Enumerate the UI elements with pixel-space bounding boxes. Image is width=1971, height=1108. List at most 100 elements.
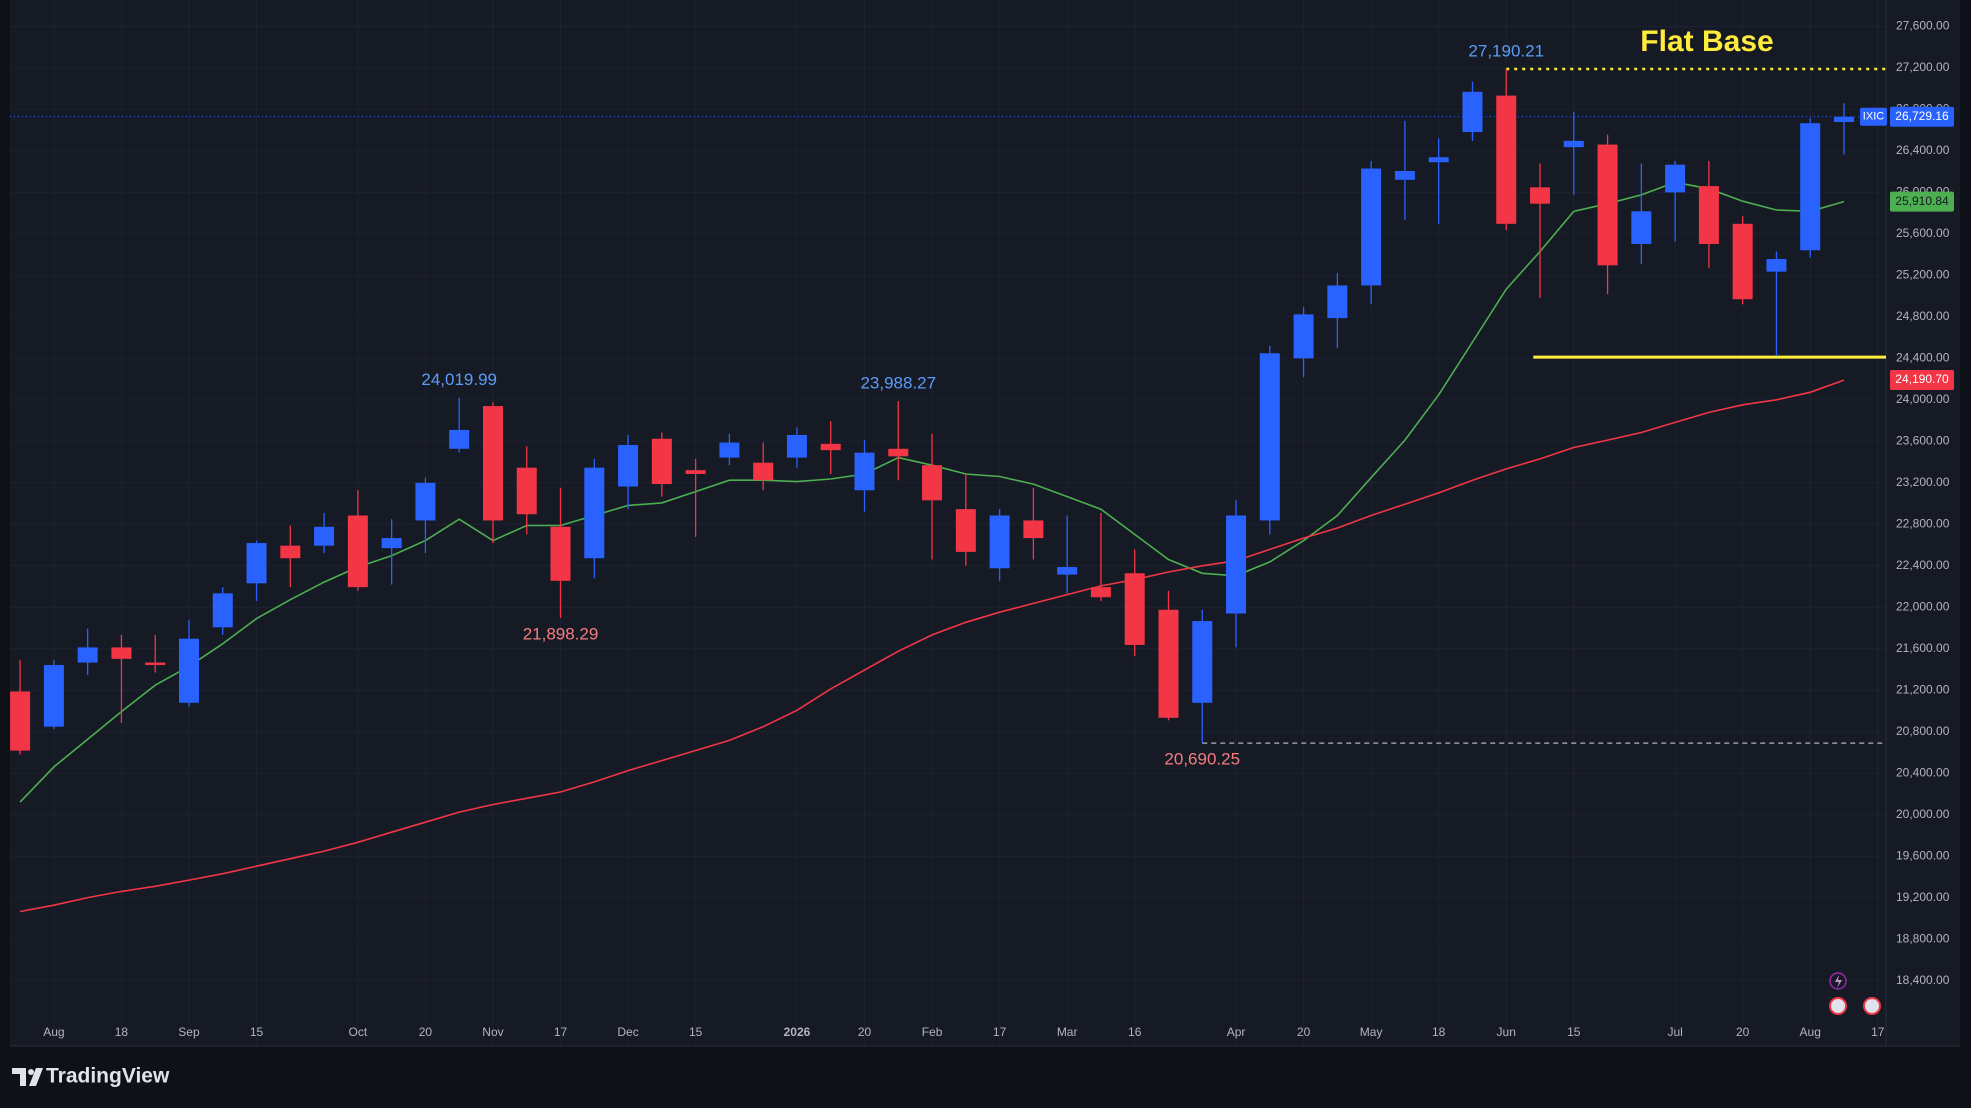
x-tick-label: May	[1360, 1025, 1383, 1039]
x-tick-label: 20	[419, 1025, 433, 1039]
candle-body	[955, 509, 976, 552]
candle-body	[1090, 587, 1111, 598]
extreme-label: 21,898.29	[523, 624, 599, 643]
x-tick-label: 15	[689, 1025, 703, 1039]
candle-body	[1394, 171, 1415, 180]
candle-body	[1800, 123, 1821, 251]
candle-body	[1259, 353, 1280, 521]
x-tick-label: Nov	[482, 1025, 503, 1039]
candle-body	[1496, 95, 1517, 224]
event-icon	[1835, 975, 1842, 988]
candle-body	[550, 526, 571, 581]
x-tick-label: 20	[858, 1025, 872, 1039]
y-tick-label: 22,000.00	[1896, 599, 1950, 613]
price-badge-label: 24,190.70	[1895, 372, 1949, 386]
candle-body	[1226, 515, 1247, 614]
candle-body	[1665, 164, 1686, 193]
y-tick-label: 18,400.00	[1896, 973, 1950, 987]
extreme-label: 23,988.27	[860, 374, 936, 393]
x-tick-label: Aug	[1800, 1025, 1821, 1039]
annotation: Flat Base	[1640, 25, 1773, 58]
x-tick-label: 17	[1871, 1025, 1885, 1039]
x-tick-label: Feb	[922, 1025, 943, 1039]
candle-body	[77, 647, 98, 663]
candle-body	[820, 443, 841, 451]
candle-body	[1462, 91, 1483, 133]
candle-body	[449, 429, 470, 449]
x-tick-label: 15	[1567, 1025, 1581, 1039]
x-tick-label: Mar	[1057, 1025, 1078, 1039]
candle-body	[280, 545, 301, 559]
x-tick-label: 20	[1297, 1025, 1311, 1039]
moving-average	[19, 379, 1845, 913]
candle-body	[1192, 621, 1213, 703]
candle-body	[888, 448, 909, 457]
price-badge	[1890, 370, 1954, 391]
x-tick-label: 17	[554, 1025, 568, 1039]
candle-body	[1023, 520, 1044, 539]
candle-body	[482, 406, 503, 521]
x-tick-label: 17	[993, 1025, 1007, 1039]
candle-body	[43, 665, 64, 727]
candle-body	[1361, 168, 1382, 286]
x-tick-label: 20	[1736, 1025, 1750, 1039]
candle-body	[1597, 144, 1618, 266]
x-tick-label: 15	[250, 1025, 264, 1039]
plot: 24,019.99 21,898.29 23,988.27 20,690.25 27,1…	[10, 41, 1886, 913]
logo-mark	[12, 1068, 26, 1086]
y-tick-label: 25,600.00	[1896, 226, 1950, 240]
logo: TradingView	[12, 1065, 170, 1088]
x-tick-label: Jun	[1497, 1025, 1516, 1039]
symbol-badge	[1860, 107, 1887, 126]
candle-body	[10, 691, 31, 751]
candle-body	[1530, 187, 1551, 204]
price-badge	[1890, 191, 1954, 212]
extreme-label: 20,690.25	[1164, 750, 1240, 769]
plot-background	[10, 0, 1960, 1046]
y-tick-label: 20,000.00	[1896, 807, 1950, 821]
candle-body	[111, 647, 132, 659]
y-tick-label: 27,600.00	[1896, 19, 1950, 33]
x-tick-label: Jul	[1667, 1025, 1682, 1039]
y-tick-label: 22,400.00	[1896, 558, 1950, 572]
y-tick-label: 23,600.00	[1896, 433, 1950, 447]
candle-body	[516, 467, 537, 515]
candle-body	[786, 434, 807, 458]
candle-body	[145, 662, 166, 666]
candle-body	[922, 465, 943, 501]
y-tick-label: 27,200.00	[1896, 60, 1950, 74]
logo-mark	[28, 1069, 34, 1075]
x-tick-label: 18	[115, 1025, 129, 1039]
candle-body	[854, 452, 875, 491]
y-tick-label: 20,400.00	[1896, 765, 1950, 779]
extreme-label: 27,190.21	[1468, 41, 1544, 60]
candle-body	[314, 526, 335, 546]
candle-body	[1057, 567, 1078, 575]
candle-body	[1327, 285, 1348, 319]
candle-body	[685, 470, 706, 474]
candle-body	[1124, 573, 1145, 645]
axes: 18,400.00 18,800.00 19,200.00 19,600.00 20,0…	[43, 19, 1954, 1039]
y-tick-label: 18,800.00	[1896, 931, 1950, 945]
x-tick-label: Dec	[617, 1025, 638, 1039]
candle-body	[1158, 609, 1179, 718]
x-tick-label: Sep	[178, 1025, 200, 1039]
y-tick-label: 23,200.00	[1896, 475, 1950, 489]
candle-body	[719, 442, 740, 458]
candle-body	[1732, 223, 1753, 300]
grid	[10, 0, 1886, 1046]
y-tick-label: 19,200.00	[1896, 890, 1950, 904]
candle-body	[1833, 116, 1854, 122]
candle-body	[212, 593, 233, 628]
candle-body	[618, 445, 639, 487]
candle-body	[381, 538, 402, 549]
extreme-label: 24,019.99	[421, 370, 497, 389]
price-badge	[1890, 106, 1954, 127]
x-tick-label: Oct	[349, 1025, 368, 1039]
candle-body	[1428, 157, 1449, 163]
x-tick-label: 2026	[784, 1025, 811, 1039]
y-tick-label: 25,200.00	[1896, 268, 1950, 282]
y-tick-label: 24,000.00	[1896, 392, 1950, 406]
candle-body	[1563, 140, 1584, 148]
candle-body	[989, 515, 1010, 569]
